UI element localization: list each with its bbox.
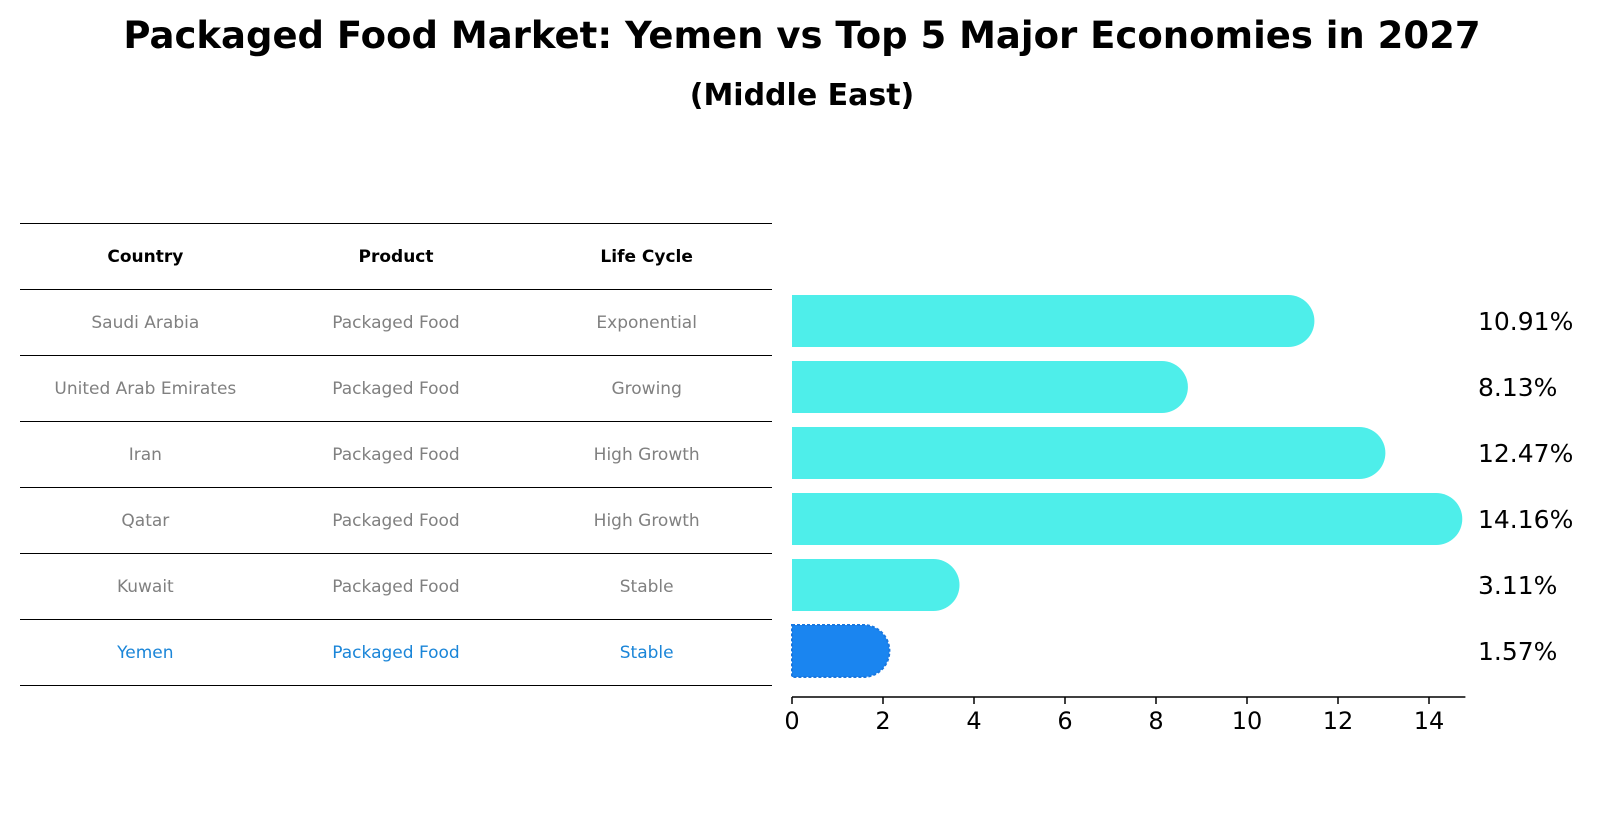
column-header-country: Country <box>107 246 184 267</box>
x-tick-label: 12 <box>1323 707 1354 735</box>
x-tick-label: 8 <box>1148 707 1163 735</box>
bar-value-label: 10.91% <box>1478 307 1573 336</box>
bar-value-label: 1.57% <box>1478 637 1557 666</box>
table-header-row: Country Product Life Cycle <box>20 223 772 289</box>
chart-title: Packaged Food Market: Yemen vs Top 5 Maj… <box>123 14 1481 57</box>
market-table: Country Product Life Cycle Saudi Arabia … <box>20 223 772 686</box>
country-cell: United Arab Emirates <box>54 378 237 399</box>
bar-value-label: 8.13% <box>1478 373 1557 402</box>
column-header-product: Product <box>358 246 434 267</box>
x-tick-label: 14 <box>1414 707 1445 735</box>
x-tick-label: 2 <box>875 707 890 735</box>
table-row: Kuwait Packaged Food Stable <box>20 553 772 619</box>
country-cell: Saudi Arabia <box>91 312 200 333</box>
table-row: Iran Packaged Food High Growth <box>20 421 772 487</box>
x-tick-label: 0 <box>784 707 799 735</box>
bar <box>792 427 1386 479</box>
product-cell: Packaged Food <box>332 642 460 663</box>
product-cell: Packaged Food <box>332 576 460 597</box>
bar-value-label: 3.11% <box>1478 571 1557 600</box>
x-tick-label: 4 <box>966 707 981 735</box>
life-cycle-cell: Stable <box>619 576 674 597</box>
product-cell: Packaged Food <box>332 378 460 399</box>
bar-value-label: 14.16% <box>1478 505 1573 534</box>
country-cell: Yemen <box>117 642 174 663</box>
product-cell: Packaged Food <box>332 312 460 333</box>
table-row: Qatar Packaged Food High Growth <box>20 487 772 553</box>
country-cell: Iran <box>128 444 162 465</box>
life-cycle-cell: High Growth <box>593 444 700 465</box>
chart-subtitle: (Middle East) <box>689 78 915 113</box>
bar-value-label: 12.47% <box>1478 439 1573 468</box>
x-tick-label: 6 <box>1057 707 1072 735</box>
product-cell: Packaged Food <box>332 444 460 465</box>
bar <box>792 295 1315 347</box>
table-row-highlighted: Yemen Packaged Food Stable <box>20 619 772 686</box>
bar <box>792 559 960 611</box>
country-cell: Kuwait <box>116 576 174 597</box>
life-cycle-cell: Exponential <box>596 312 697 333</box>
table-row: Saudi Arabia Packaged Food Exponential <box>20 289 772 355</box>
product-cell: Packaged Food <box>332 510 460 531</box>
bar <box>792 361 1188 413</box>
life-cycle-cell: Stable <box>619 642 674 663</box>
life-cycle-cell: Growing <box>611 378 682 399</box>
table-row: United Arab Emirates Packaged Food Growi… <box>20 355 772 421</box>
bar <box>792 493 1463 545</box>
bar-highlighted <box>791 624 891 678</box>
life-cycle-cell: High Growth <box>593 510 700 531</box>
x-tick-label: 10 <box>1232 707 1263 735</box>
column-header-life-cycle: Life Cycle <box>600 246 693 267</box>
country-cell: Qatar <box>121 510 170 531</box>
